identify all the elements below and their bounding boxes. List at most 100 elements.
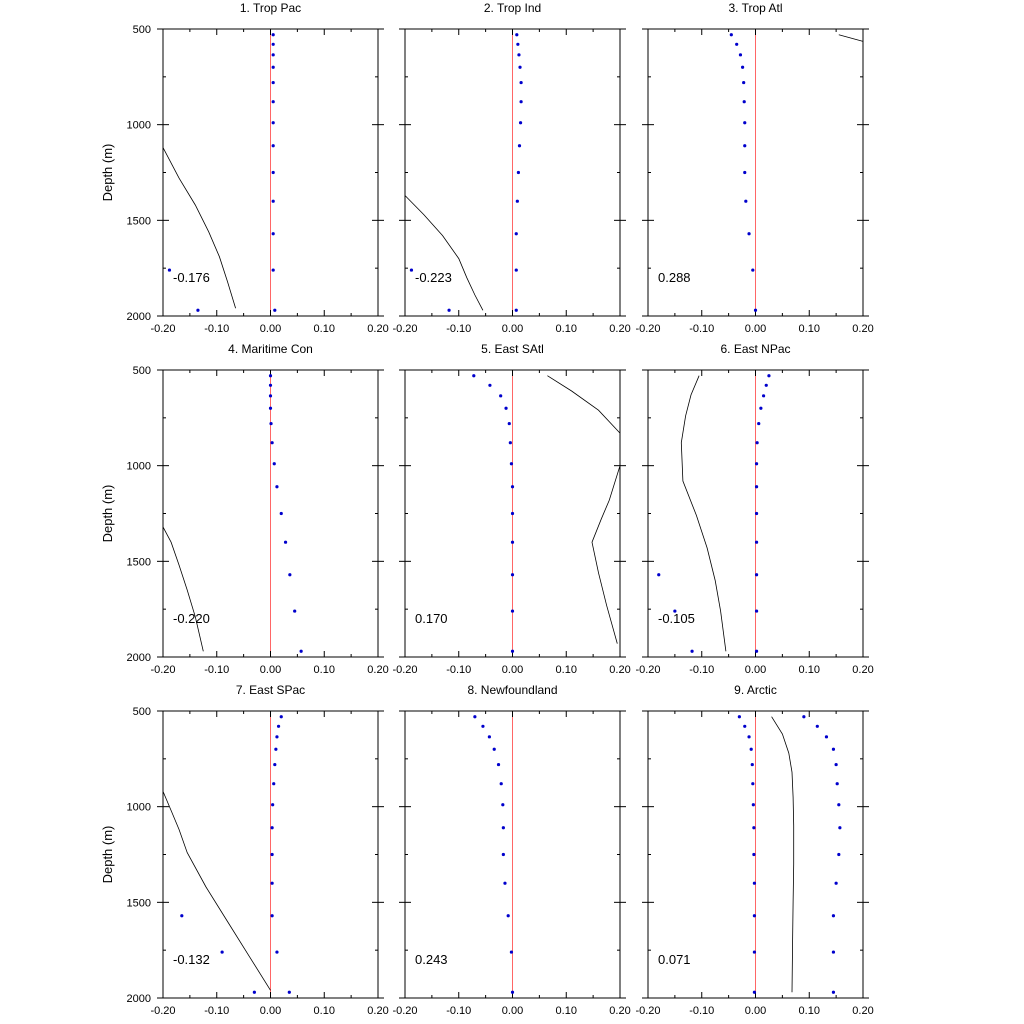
- x-tick-label: 0.20: [609, 1005, 630, 1017]
- y-tick-label: 1500: [127, 897, 151, 909]
- data-point: [276, 724, 281, 728]
- data-point: [759, 406, 763, 410]
- data-point: [499, 394, 503, 398]
- data-point: [509, 462, 514, 466]
- y-tick-label: 1500: [127, 215, 151, 227]
- data-point: [279, 715, 283, 719]
- data-point: [752, 914, 757, 918]
- data-point: [271, 33, 275, 37]
- panel-title: 9. Arctic: [734, 683, 777, 697]
- x-tick-label: 0.20: [367, 1005, 388, 1017]
- data-point: [755, 441, 759, 445]
- data-point: [837, 803, 841, 807]
- x-tick-label: 0.00: [745, 323, 766, 335]
- data-point: [271, 42, 275, 46]
- x-tick-label: 0.10: [556, 1005, 577, 1017]
- data-point: [752, 881, 757, 885]
- data-point: [838, 826, 842, 830]
- panel-title: 8. Newfoundland: [467, 683, 557, 697]
- x-tick-label: -0.10: [446, 664, 471, 676]
- data-point: [752, 950, 757, 954]
- data-point: [508, 441, 512, 445]
- data-point: [287, 990, 291, 994]
- data-point: [747, 735, 751, 739]
- data-point: [499, 782, 503, 786]
- x-tick-label: -0.10: [204, 1005, 229, 1017]
- y-tick-label: 500: [133, 365, 151, 377]
- panel-6: 6. East NPac -0.20 -0.10 0.00 0.10 0.20 -0.105: [635, 342, 873, 676]
- data-point: [271, 53, 275, 57]
- data-point: [751, 268, 755, 272]
- data-point: [749, 747, 753, 751]
- data-point: [180, 914, 184, 918]
- x-tick-label: -0.20: [392, 664, 417, 676]
- data-point: [518, 65, 522, 69]
- profile-curve: [404, 195, 484, 311]
- data-point: [501, 803, 505, 807]
- x-tick-label: 0.20: [609, 664, 630, 676]
- data-point: [518, 121, 523, 125]
- panel-9: 9. Arctic -0.20 -0.10 0.00 0.10 0.20 0.071: [635, 683, 873, 1017]
- data-point: [270, 914, 274, 918]
- x-tick-label: 0.00: [260, 664, 281, 676]
- y-tick-label: 1000: [127, 802, 151, 814]
- profile-curve: [771, 716, 795, 993]
- data-point: [269, 421, 273, 426]
- data-point: [268, 394, 273, 398]
- data-point: [268, 383, 273, 387]
- y-axis-label: Depth (m): [100, 144, 115, 202]
- data-point: [283, 540, 288, 544]
- data-point: [196, 308, 200, 312]
- data-point: [744, 199, 748, 203]
- data-point: [515, 33, 519, 37]
- data-point: [516, 170, 521, 175]
- profile-curve: [162, 147, 236, 309]
- x-tick-label: -0.10: [446, 1005, 471, 1017]
- profile-curve: [547, 375, 621, 644]
- data-point: [504, 406, 508, 410]
- correlation-value: 0.243: [415, 952, 448, 967]
- data-point: [271, 121, 275, 125]
- data-point: [270, 441, 274, 445]
- data-point: [743, 170, 747, 175]
- x-tick-label: -0.10: [446, 323, 471, 335]
- data-point: [831, 950, 836, 954]
- data-point: [270, 826, 274, 830]
- x-tick-label: -0.20: [635, 323, 660, 335]
- data-point: [831, 990, 836, 994]
- x-tick-label: 0.00: [745, 1005, 766, 1017]
- data-point: [752, 826, 756, 830]
- data-point: [831, 747, 836, 751]
- x-tick-label: -0.20: [150, 664, 175, 676]
- data-point: [516, 42, 520, 46]
- data-point: [754, 511, 759, 516]
- data-point: [273, 308, 277, 312]
- data-point: [473, 715, 477, 719]
- data-point: [834, 762, 838, 767]
- data-point: [270, 852, 274, 857]
- data-point: [802, 715, 806, 719]
- y-tick-label: 500: [133, 24, 151, 36]
- data-point: [510, 573, 515, 577]
- data-point: [737, 715, 741, 719]
- data-point: [503, 881, 507, 885]
- x-tick-label: 0.10: [799, 323, 820, 335]
- data-point: [747, 232, 751, 236]
- x-tick-label: 0.10: [556, 323, 577, 335]
- y-tick-label: 1000: [127, 461, 151, 473]
- x-tick-label: 0.20: [852, 1005, 873, 1017]
- data-point: [754, 462, 759, 466]
- data-point: [834, 881, 838, 885]
- data-point: [501, 826, 505, 830]
- data-point: [275, 950, 279, 954]
- x-tick-label: 0.10: [556, 664, 577, 676]
- data-point: [447, 308, 451, 312]
- data-point: [742, 100, 746, 104]
- data-point: [515, 199, 519, 203]
- data-point: [268, 374, 273, 378]
- y-tick-label: 2000: [127, 993, 151, 1005]
- panel-1: 1. Trop Pac -0.20 -0.10 0.00 0.10 0.20 500 1000…: [100, 1, 389, 335]
- x-tick-label: -0.10: [689, 323, 714, 335]
- y-axis-label: Depth (m): [100, 485, 115, 543]
- data-point: [409, 268, 414, 272]
